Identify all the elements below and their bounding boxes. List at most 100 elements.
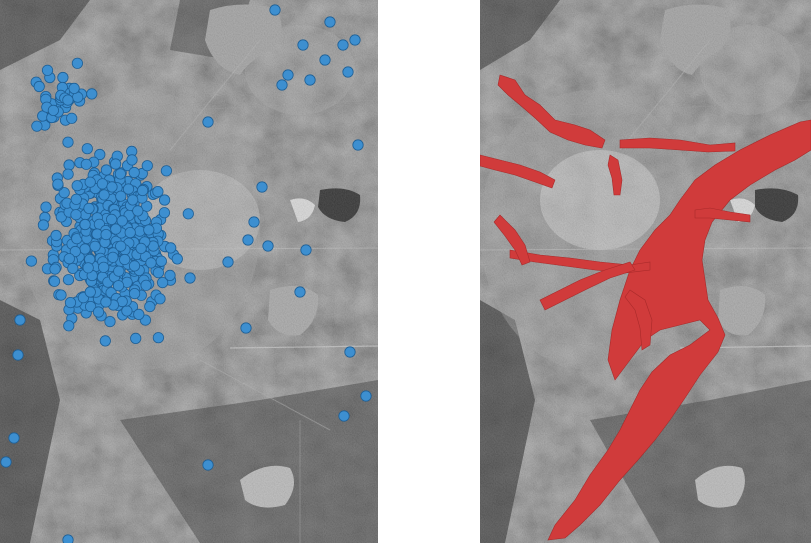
point-marker — [157, 276, 169, 289]
point-marker — [152, 267, 164, 279]
point-marker — [184, 272, 196, 284]
point-marker — [62, 534, 74, 543]
point-marker — [256, 181, 268, 193]
point-marker — [119, 253, 131, 266]
flood-polygon-west-creek — [480, 154, 556, 189]
point-marker — [282, 69, 294, 81]
point-marker — [37, 219, 50, 231]
point-marker — [8, 432, 20, 444]
point-marker — [86, 88, 98, 100]
point-marker — [63, 253, 75, 265]
flood-polygon-south-creek — [493, 214, 531, 266]
point-marker — [68, 82, 80, 95]
point-marker — [269, 4, 281, 16]
point-marker — [70, 209, 82, 221]
point-marker — [94, 148, 106, 161]
point-marker — [48, 275, 61, 287]
point-marker — [113, 265, 125, 277]
point-marker — [31, 120, 43, 132]
point-marker — [140, 279, 152, 291]
flood-polygon-main-channel — [547, 119, 811, 541]
point-marker — [0, 456, 12, 468]
point-marker — [143, 224, 155, 236]
point-marker — [69, 245, 81, 258]
flood-polygon-east-tributary — [694, 207, 751, 223]
point-marker — [64, 296, 77, 309]
point-marker — [50, 229, 62, 242]
point-marker — [80, 158, 92, 170]
flood-polygon-east-ditch — [619, 137, 736, 153]
point-marker — [33, 80, 45, 93]
point-marker — [116, 215, 128, 227]
point-marker — [262, 240, 274, 252]
point-marker — [202, 459, 214, 471]
point-marker — [40, 201, 52, 213]
point-marker — [319, 54, 331, 66]
point-marker — [70, 193, 82, 205]
point-marker — [82, 262, 94, 274]
point-marker — [41, 64, 54, 76]
point-marker — [100, 229, 112, 241]
point-marker — [92, 306, 105, 318]
point-marker — [135, 242, 147, 254]
point-marker — [96, 178, 109, 190]
point-marker — [337, 39, 349, 51]
point-marker — [58, 187, 70, 199]
point-marker — [141, 160, 153, 172]
point-marker — [349, 34, 361, 46]
point-marker — [79, 218, 91, 231]
point-marker — [55, 289, 67, 301]
point-marker — [324, 16, 336, 28]
point-marker — [115, 190, 127, 202]
point-marker — [67, 262, 79, 274]
point-marker — [133, 308, 145, 320]
point-marker — [100, 296, 112, 308]
point-marker — [71, 180, 83, 192]
point-marker — [158, 207, 170, 219]
point-marker — [122, 183, 135, 195]
point-marker — [124, 227, 136, 239]
right-map-svg — [480, 0, 811, 543]
point-marker — [106, 181, 118, 193]
point-marker — [47, 104, 60, 117]
point-marker — [121, 305, 133, 317]
point-marker — [114, 168, 127, 180]
point-marker — [360, 390, 372, 402]
point-marker — [338, 410, 350, 422]
point-marker — [152, 186, 164, 198]
point-marker — [152, 332, 164, 344]
left-map-panel — [0, 0, 378, 543]
point-marker — [63, 159, 75, 171]
aerial-base-layer-right — [480, 0, 811, 543]
point-marker — [62, 136, 74, 148]
point-marker — [160, 165, 172, 177]
point-marker — [248, 216, 260, 228]
point-marker — [297, 39, 309, 51]
point-marker — [171, 253, 183, 265]
point-marker — [79, 243, 91, 255]
point-marker — [52, 178, 64, 190]
point-marker — [129, 287, 141, 300]
point-marker — [98, 189, 110, 201]
point-markers-layer — [0, 4, 372, 543]
point-marker — [49, 263, 61, 275]
point-marker — [300, 244, 312, 256]
point-marker — [89, 240, 101, 252]
point-marker — [71, 57, 84, 69]
flood-polygon-diagonal-creek — [539, 261, 636, 311]
point-marker — [106, 213, 118, 225]
point-marker — [63, 320, 75, 332]
flood-polygon-north-creek — [497, 74, 606, 149]
point-marker — [100, 164, 113, 176]
point-marker — [62, 94, 74, 106]
point-marker — [240, 322, 252, 334]
point-marker — [81, 143, 93, 155]
left-map-svg — [0, 0, 378, 543]
point-marker — [294, 286, 306, 298]
right-map-panel — [480, 0, 811, 543]
point-marker — [85, 300, 97, 313]
point-marker — [222, 256, 234, 268]
point-marker — [62, 274, 75, 286]
point-marker — [110, 223, 122, 235]
point-marker — [112, 280, 125, 292]
